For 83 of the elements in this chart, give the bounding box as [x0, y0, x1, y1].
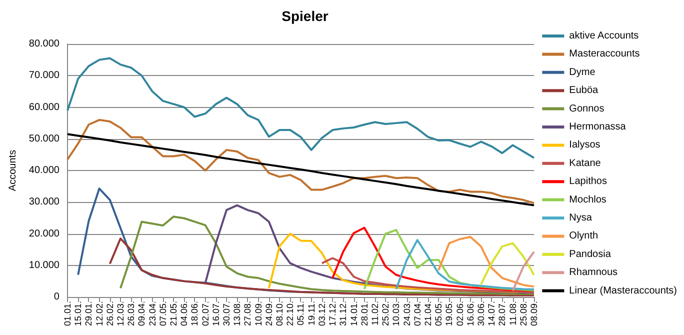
x-tick-label: 30.06. — [476, 301, 486, 326]
x-tick-label: 14.07. — [486, 301, 497, 326]
legend-label: Ialysos — [569, 140, 600, 151]
y-tick-label: 10.000 — [28, 260, 60, 271]
line-series — [120, 216, 535, 295]
x-tick-label: 25.08. — [518, 301, 528, 326]
x-tick-label: 07.04. — [412, 301, 422, 326]
x-tick-label: 23.04. — [147, 301, 158, 326]
x-tick-label: 01.01. — [62, 301, 72, 326]
legend-label: Lapithos — [569, 176, 607, 188]
x-tick-label: 26.02. — [104, 301, 115, 326]
y-tick-label: 50.000 — [28, 133, 60, 144]
x-tick-label: 28.07. — [497, 301, 508, 326]
x-tick-label: 26.03. — [126, 301, 136, 326]
x-tick-label: 28.01. — [359, 301, 370, 326]
x-tick-label: 24.03. — [402, 301, 412, 326]
line-series — [480, 242, 535, 286]
legend-label: Dyme — [569, 66, 596, 78]
x-tick-label: 11.08. — [508, 301, 518, 326]
x-tick-label: 21.05. — [168, 301, 179, 326]
line-series — [108, 237, 535, 296]
x-tick-label: 11.02. — [370, 301, 380, 326]
chart-title: Spieler — [282, 8, 329, 24]
x-tick-label: 03.12. — [316, 301, 327, 326]
x-tick-label: 02.06. — [454, 301, 465, 326]
x-tick-label: 10.09. — [253, 301, 264, 326]
x-tick-label: 09.04. — [136, 301, 147, 326]
line-series — [438, 236, 535, 288]
x-tick-label: 16.07. — [210, 301, 221, 326]
x-tick-label: 12.03. — [116, 301, 126, 326]
legend-label: Linear (Masteraccounts) — [569, 285, 678, 296]
legend-label: Gonnos — [569, 103, 604, 114]
line-series — [395, 239, 535, 290]
y-tick-label: 40.000 — [28, 165, 60, 176]
line-series — [66, 118, 535, 204]
x-tick-label: 10.03. — [391, 301, 402, 326]
legend-label: aktive Accounts — [569, 30, 639, 42]
x-tick-label: 21.04. — [422, 301, 433, 326]
legend-label: Olynth — [569, 230, 598, 242]
x-tick-label: 16.06. — [465, 301, 476, 326]
y-tick-label: 60.000 — [28, 102, 60, 113]
line-series — [66, 57, 535, 159]
y-tick-label: 80.000 — [28, 38, 60, 50]
x-tick-label: 22.10. — [285, 301, 296, 326]
y-axis-title: Accounts — [8, 150, 18, 192]
x-tick-label: 24.09. — [264, 301, 274, 326]
legend-label: Euböa — [569, 85, 599, 96]
legend-label: Masteraccounts — [569, 48, 640, 60]
x-tick-label: 08.10. — [274, 301, 285, 326]
y-tick-label: 70.000 — [28, 70, 60, 82]
x-tick-label: 07.05. — [158, 301, 168, 326]
legend-label: Mochlos — [569, 194, 606, 206]
x-tick-label: 19.05. — [444, 301, 454, 326]
y-tick-label: 30.000 — [28, 196, 60, 208]
x-tick-label: 18.06. — [190, 301, 200, 326]
line-series — [363, 228, 535, 292]
y-tick-label: 20.000 — [28, 228, 60, 240]
x-tick-label: 25.02. — [380, 301, 391, 326]
legend-label: Nysa — [569, 212, 592, 224]
x-tick-label: 27.08. — [242, 301, 253, 326]
x-tick-label: 31.12. — [338, 301, 348, 326]
legend-label: Rhamnous — [569, 267, 618, 278]
x-tick-label: 30.07. — [222, 301, 232, 326]
x-tick-label: 17.12. — [328, 301, 338, 326]
x-tick-label: 04.06. — [179, 301, 190, 326]
x-tick-label: 29.01. — [84, 301, 94, 326]
line-series — [320, 257, 535, 294]
x-tick-label: 12.02. — [94, 301, 104, 326]
x-tick-label: 08.09. — [529, 301, 539, 326]
y-tick-label: 0 — [54, 292, 60, 302]
legend-label: Hermonassa — [569, 122, 626, 132]
line-series — [332, 226, 535, 292]
x-tick-label: 05.05. — [434, 301, 444, 326]
x-tick-label: 15.01. — [73, 301, 84, 326]
line-series — [204, 204, 535, 294]
x-tick-label: 05.11. — [296, 301, 306, 326]
legend-label: Katane — [569, 158, 602, 169]
x-tick-label: 19.11. — [306, 301, 316, 326]
x-tick-label: 02.07. — [200, 301, 210, 326]
x-tick-label: 14.01. — [348, 301, 359, 326]
legend-label: Pandosia — [569, 248, 612, 260]
line-series — [66, 133, 535, 206]
x-tick-label: 13.08. — [232, 301, 242, 326]
